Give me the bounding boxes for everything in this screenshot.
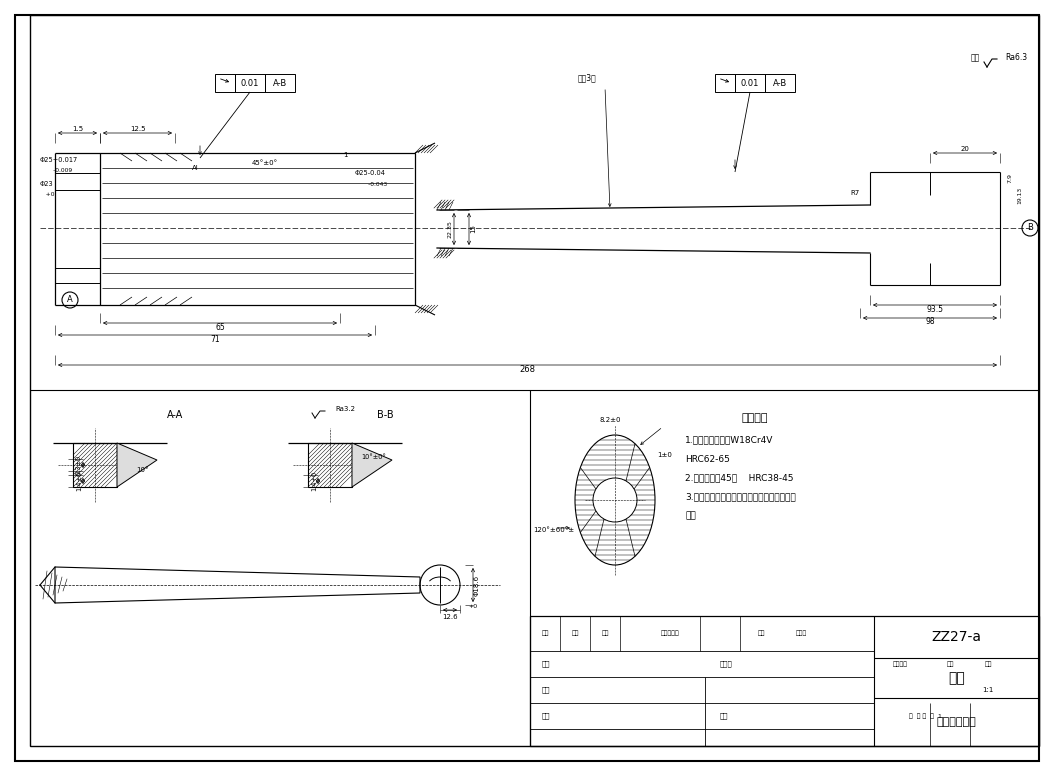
Text: A-B: A-B (773, 78, 787, 88)
Text: 签名: 签名 (757, 630, 765, 636)
Text: R7: R7 (851, 190, 860, 196)
Text: 设计: 设计 (542, 660, 550, 667)
Text: 比例: 比例 (984, 661, 992, 667)
Bar (715, 74, 735, 92)
Text: 22.35: 22.35 (448, 220, 452, 238)
Text: 71: 71 (210, 334, 220, 344)
Text: AI: AI (192, 165, 198, 171)
Text: 处数: 处数 (571, 630, 579, 636)
Text: 工艺: 工艺 (542, 712, 550, 719)
Text: A: A (67, 296, 73, 304)
Text: Φ23: Φ23 (40, 181, 54, 187)
Text: 1±0: 1±0 (658, 452, 672, 458)
Text: 93.5: 93.5 (926, 304, 943, 314)
Text: 0.01: 0.01 (240, 78, 259, 88)
Text: 15: 15 (470, 224, 476, 234)
Text: 8.2±0: 8.2±0 (600, 417, 621, 423)
Text: 7.9: 7.9 (1008, 173, 1013, 183)
Text: -0.009: -0.009 (40, 168, 72, 174)
Bar (308, 443, 352, 487)
Text: Ra3.2: Ra3.2 (335, 406, 355, 412)
Bar (215, 74, 235, 92)
Text: 阶段标记: 阶段标记 (893, 661, 907, 667)
Text: 标准化: 标准化 (720, 660, 733, 667)
Text: 陕西国防学院: 陕西国防学院 (937, 717, 976, 727)
Polygon shape (117, 443, 157, 487)
Text: 0.01: 0.01 (741, 78, 759, 88)
Text: 1.5: 1.5 (72, 126, 83, 132)
Text: B: B (1027, 223, 1033, 233)
Text: A-B: A-B (273, 78, 287, 88)
Bar (73, 443, 117, 487)
Bar (735, 74, 765, 92)
Text: 标记: 标记 (542, 630, 549, 636)
Text: HRC62-65: HRC62-65 (685, 455, 729, 463)
Text: Ra6.3: Ra6.3 (1006, 53, 1028, 61)
Text: 2.柄部材料：45钙    HRC38-45: 2.柄部材料：45钙 HRC38-45 (685, 473, 794, 483)
Bar (265, 74, 295, 92)
Text: 重量: 重量 (946, 661, 954, 667)
Text: 分区: 分区 (601, 630, 609, 636)
Text: 0.3±0: 0.3±0 (76, 455, 82, 475)
Bar (235, 74, 265, 92)
Text: 12.5: 12.5 (130, 126, 145, 132)
Text: +0: +0 (40, 192, 55, 198)
Text: Φ25-0.04: Φ25-0.04 (355, 170, 386, 176)
Text: 1.切削部分材料：W18Cr4V: 1.切削部分材料：W18Cr4V (685, 435, 774, 445)
Text: 20: 20 (960, 146, 970, 152)
Text: Φ25+0.017: Φ25+0.017 (40, 157, 78, 163)
Text: 12.6: 12.6 (443, 614, 457, 620)
Text: A-A: A-A (167, 410, 183, 420)
Text: +0: +0 (468, 605, 477, 609)
Text: 1.4±0: 1.4±0 (76, 471, 82, 491)
Text: 1:1: 1:1 (982, 687, 994, 693)
Text: 审核: 审核 (542, 687, 550, 693)
Text: 1.4+0: 1.4+0 (311, 471, 317, 491)
Text: 45°±0°: 45°±0° (252, 160, 278, 166)
Text: 年月日: 年月日 (796, 630, 806, 636)
Text: 批准: 批准 (720, 712, 728, 719)
Polygon shape (352, 443, 392, 487)
Text: 技术要求: 技术要求 (742, 413, 768, 423)
Text: 更改文件号: 更改文件号 (661, 630, 680, 636)
Text: 65: 65 (215, 323, 225, 331)
Text: 缺陷: 缺陷 (685, 511, 696, 521)
Text: 莫氨3号: 莫氨3号 (578, 74, 597, 82)
Text: 268: 268 (520, 365, 535, 373)
Bar (530, 616, 1039, 746)
Text: Φ18.6: Φ18.6 (474, 574, 480, 595)
Text: ZZ27-a: ZZ27-a (932, 630, 981, 644)
Text: 19.13: 19.13 (1017, 186, 1022, 203)
Text: 其余: 其余 (971, 54, 979, 63)
Text: -0.043: -0.043 (355, 182, 387, 186)
Text: 1: 1 (343, 152, 347, 158)
Text: B-B: B-B (376, 410, 393, 420)
Text: 98: 98 (925, 317, 935, 327)
Text: 10°: 10° (136, 467, 149, 473)
Text: 120°±60°±: 120°±60°± (533, 527, 574, 533)
Bar (765, 74, 795, 92)
Bar (100, 153, 415, 305)
Text: 10°±0°: 10°±0° (362, 454, 387, 460)
Text: 3.钓刀表面不得有裂纹，划痕，锈迹，烧伤等: 3.钓刀表面不得有裂纹，划痕，锈迹，烧伤等 (685, 493, 796, 501)
Text: 钓刀: 钓刀 (949, 671, 964, 685)
Text: 共  张 第  张  1: 共 张 第 张 1 (909, 713, 941, 719)
